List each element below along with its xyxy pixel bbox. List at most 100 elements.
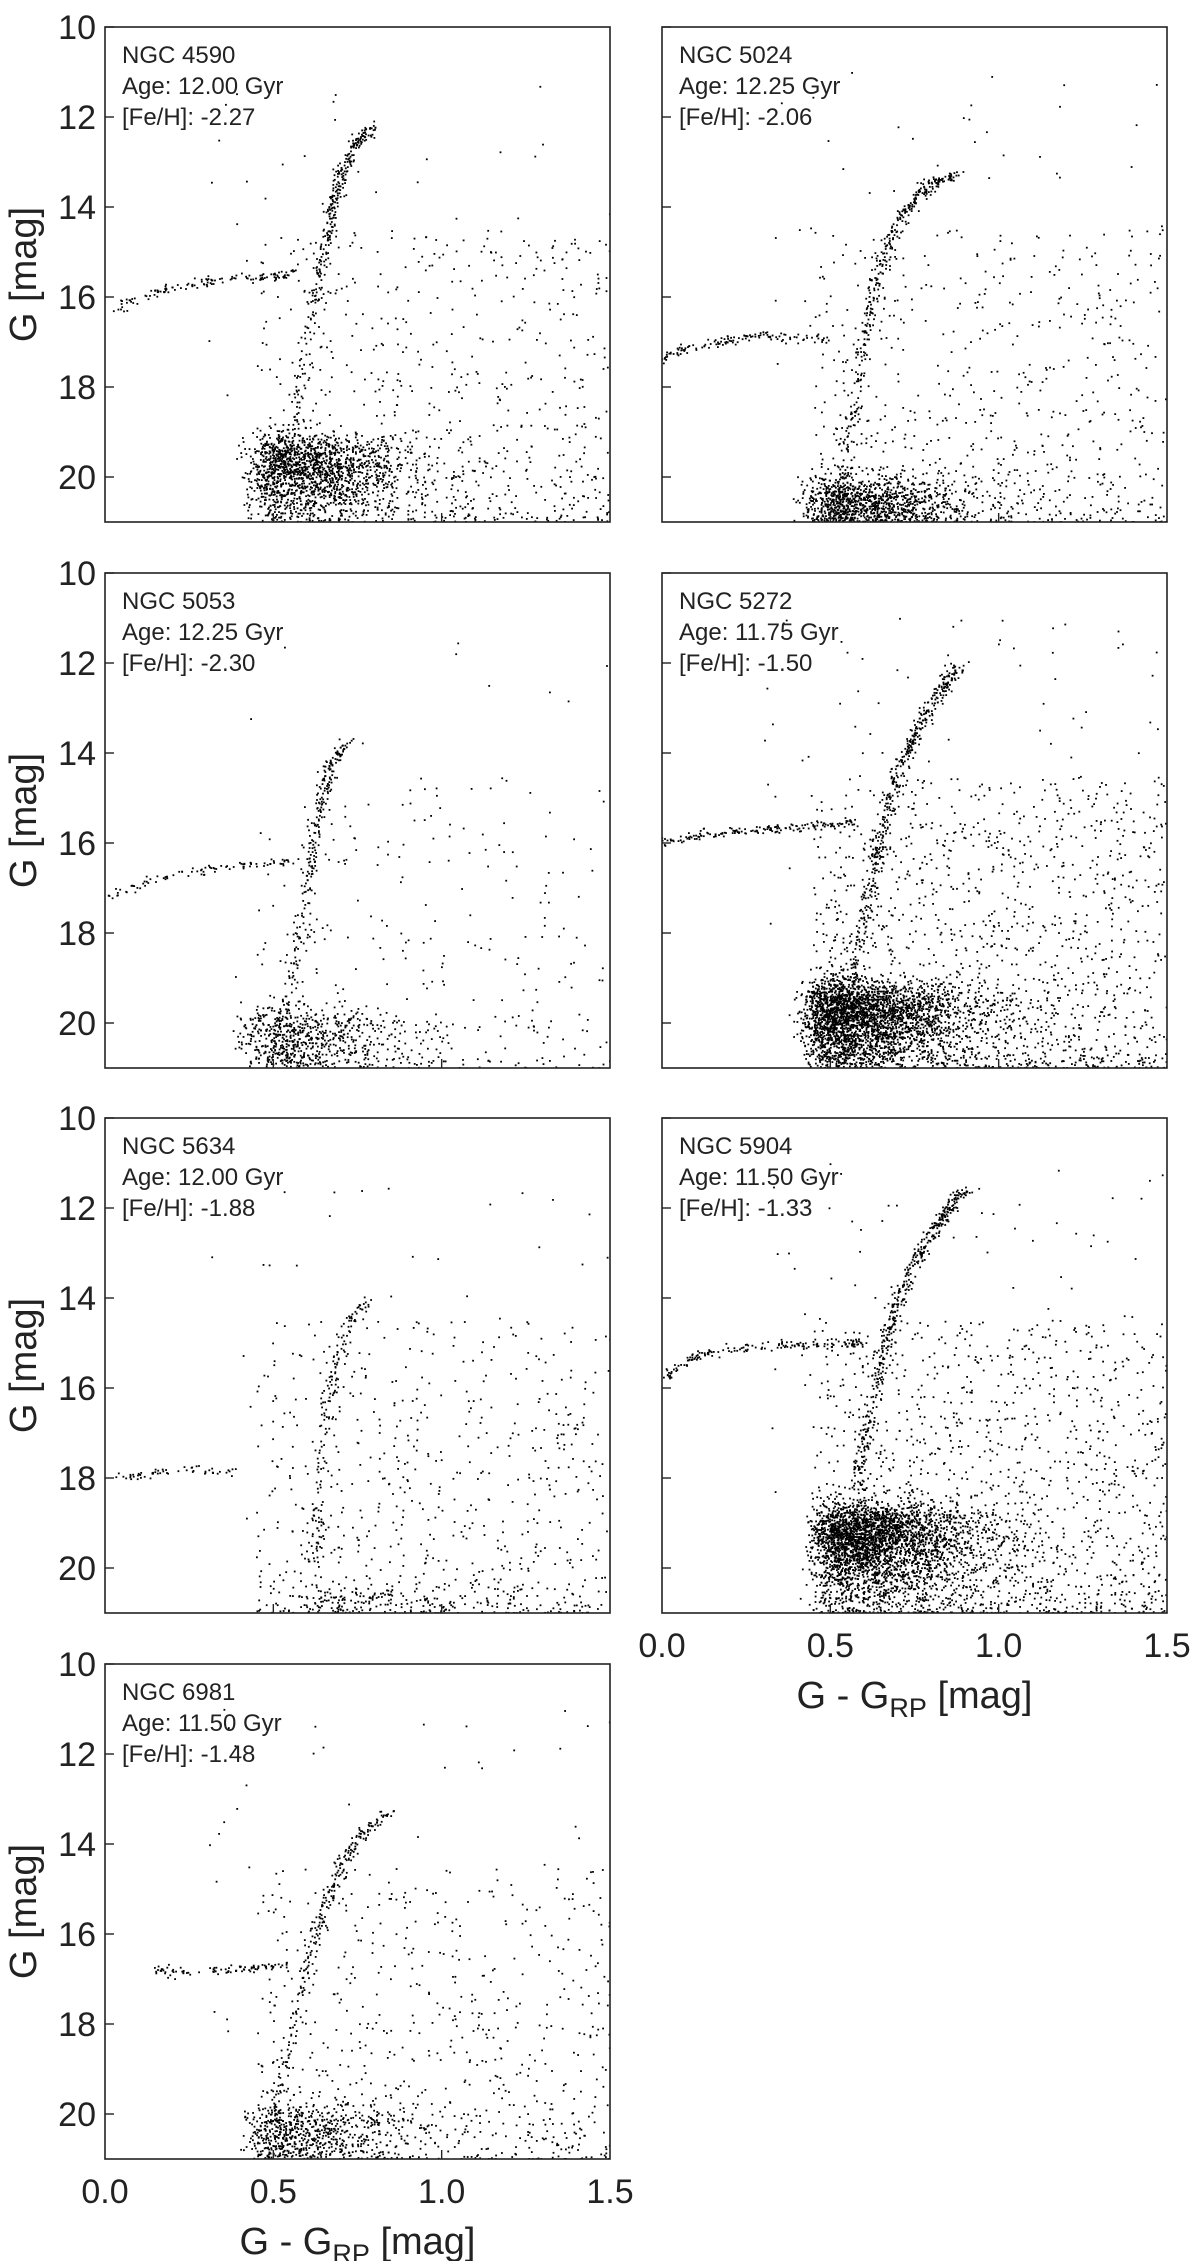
star-point: [478, 435, 481, 437]
star-point: [336, 448, 338, 451]
star-point: [912, 506, 914, 509]
star-point: [306, 513, 309, 515]
star-point: [853, 505, 855, 508]
star-point: [307, 451, 309, 454]
star-point: [899, 481, 901, 484]
star-point: [1086, 356, 1089, 359]
star-point: [1016, 335, 1019, 337]
star-point: [316, 456, 318, 459]
star-point: [317, 489, 320, 492]
star-point: [154, 289, 157, 292]
star-point: [323, 476, 326, 479]
star-point: [329, 483, 331, 485]
star-point: [860, 385, 862, 388]
star-point: [822, 353, 824, 356]
star-point: [315, 269, 318, 272]
star-point: [864, 499, 866, 501]
star-point: [823, 401, 826, 404]
star-point: [810, 496, 813, 498]
star-point: [410, 332, 412, 335]
star-point: [849, 502, 852, 505]
star-point: [303, 363, 305, 366]
star-point: [842, 441, 845, 443]
star-point: [351, 465, 353, 468]
star-point: [409, 452, 412, 454]
star-point: [949, 506, 952, 509]
star-point: [275, 515, 277, 518]
star-point: [471, 287, 474, 290]
star-point: [454, 389, 457, 392]
star-point: [301, 485, 304, 488]
star-point: [436, 457, 439, 459]
star-point: [298, 401, 301, 404]
star-point: [860, 512, 862, 515]
star-point: [850, 519, 852, 522]
star-point: [1165, 398, 1167, 401]
star-point: [884, 501, 886, 504]
star-point: [333, 195, 336, 197]
star-point: [1157, 467, 1159, 470]
star-point: [907, 478, 909, 481]
star-point: [1102, 508, 1104, 510]
star-point: [333, 174, 336, 177]
star-point: [526, 512, 529, 514]
star-point: [561, 278, 564, 280]
star-point: [337, 185, 340, 188]
star-point: [317, 493, 320, 496]
star-point: [372, 482, 375, 485]
star-point: [1146, 396, 1149, 399]
star-point: [328, 470, 331, 473]
star-point: [1001, 262, 1004, 265]
star-point: [345, 313, 347, 316]
star-point: [1069, 494, 1071, 496]
star-point: [327, 244, 330, 246]
star-point: [888, 502, 891, 505]
star-point: [842, 476, 844, 478]
star-point: [314, 496, 317, 499]
star-point: [880, 239, 883, 242]
star-point: [265, 460, 267, 463]
star-point: [886, 492, 888, 495]
star-point: [812, 497, 814, 499]
star-point: [250, 461, 252, 464]
star-point: [873, 515, 876, 518]
star-point: [388, 481, 390, 483]
star-point: [1024, 376, 1027, 379]
star-point: [928, 483, 931, 486]
star-point: [319, 246, 322, 249]
star-point: [240, 456, 243, 459]
star-point: [497, 396, 500, 398]
star-point: [886, 491, 889, 493]
star-point: [602, 368, 605, 370]
star-point: [813, 513, 815, 515]
star-point: [345, 462, 347, 464]
star-point: [913, 507, 916, 509]
star-point: [878, 507, 881, 510]
star-point: [913, 411, 916, 414]
star-point: [889, 243, 891, 246]
star-point: [803, 489, 806, 491]
star-point: [831, 500, 833, 503]
star-point: [316, 273, 319, 275]
star-point: [895, 498, 897, 501]
star-point: [912, 475, 914, 478]
star-point: [878, 516, 880, 519]
star-point: [329, 242, 332, 244]
star-point: [869, 292, 872, 294]
star-point: [255, 463, 257, 466]
star-point: [351, 145, 353, 148]
star-point: [268, 425, 271, 428]
star-point: [928, 488, 930, 490]
star-point: [271, 446, 273, 449]
star-point: [871, 308, 874, 310]
star-point: [917, 210, 920, 212]
star-point: [870, 312, 873, 314]
star-point: [318, 422, 321, 425]
star-point: [394, 317, 397, 320]
star-point: [324, 486, 326, 489]
star-point: [284, 479, 286, 481]
star-point: [262, 290, 265, 293]
star-point: [918, 520, 920, 522]
star-point: [577, 500, 580, 503]
star-point: [332, 216, 335, 219]
